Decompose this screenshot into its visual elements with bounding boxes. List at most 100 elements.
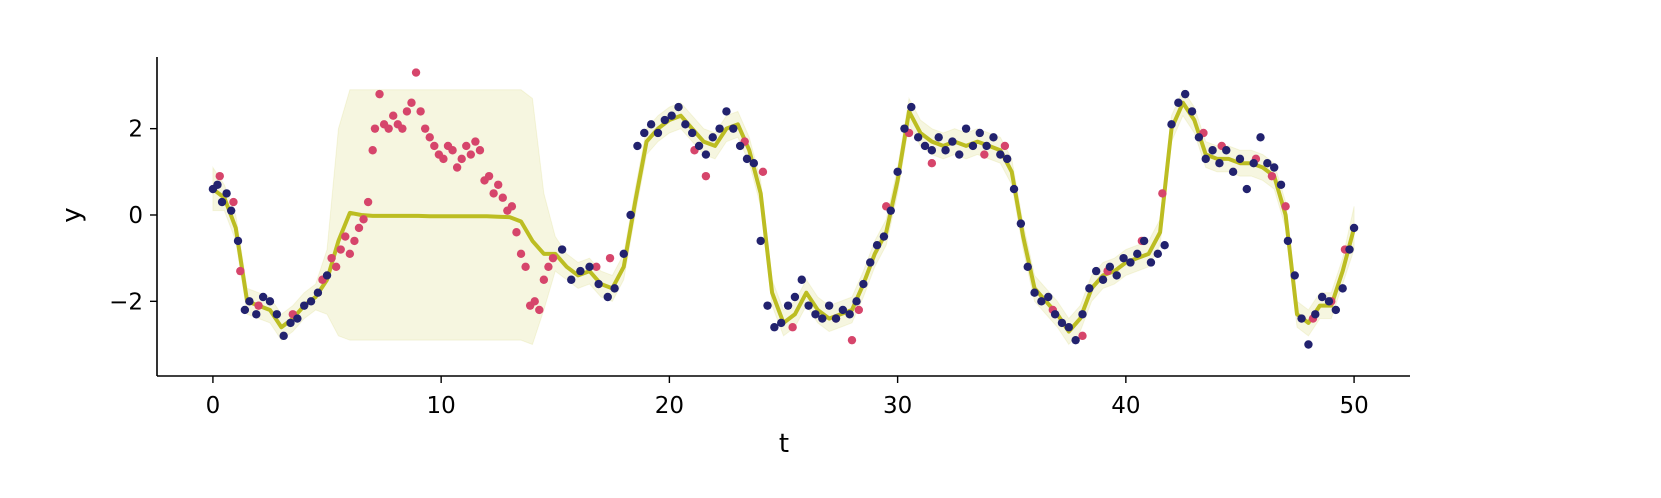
data-point	[1201, 154, 1210, 164]
data-point	[756, 236, 765, 246]
data-point	[354, 223, 364, 233]
data-point	[605, 253, 615, 263]
data-point	[494, 180, 503, 189]
data-point	[286, 318, 295, 328]
data-point	[913, 133, 923, 142]
data-point	[633, 141, 642, 151]
data-point	[462, 141, 471, 151]
data-point	[1050, 310, 1060, 319]
data-point	[1180, 89, 1190, 99]
data-point	[521, 262, 530, 271]
data-point	[1002, 154, 1012, 164]
data-point	[1071, 335, 1080, 345]
data-point	[420, 124, 430, 133]
data-point	[484, 171, 494, 181]
data-point	[448, 146, 457, 155]
data-point	[907, 102, 916, 112]
data-point	[1158, 189, 1167, 198]
data-point	[1078, 310, 1087, 319]
data-point	[245, 297, 254, 306]
data-point	[640, 128, 649, 138]
data-point	[688, 128, 697, 138]
data-point	[471, 137, 480, 146]
data-point	[516, 249, 526, 259]
data-point	[735, 141, 745, 151]
data-point	[452, 163, 462, 172]
data-point	[576, 266, 585, 276]
data-point	[1267, 171, 1277, 181]
data-point	[1228, 167, 1238, 177]
data-point	[804, 301, 813, 310]
data-point	[886, 206, 895, 215]
data-point	[989, 133, 998, 142]
data-point	[729, 124, 738, 133]
data-point	[1105, 262, 1115, 271]
data-point	[722, 107, 731, 116]
data-point	[1146, 258, 1156, 267]
data-point	[1187, 107, 1197, 116]
data-point	[300, 301, 309, 310]
data-point	[1091, 266, 1101, 276]
data-point	[213, 180, 222, 189]
data-point	[331, 262, 341, 271]
data-point	[927, 158, 937, 168]
data-point	[619, 249, 628, 259]
data-point	[831, 314, 841, 323]
data-point	[763, 301, 772, 310]
data-point	[920, 141, 930, 151]
data-point	[646, 120, 656, 129]
data-point	[681, 120, 690, 129]
data-point	[1324, 297, 1334, 306]
data-point	[715, 124, 724, 133]
data-point	[948, 137, 957, 146]
data-point	[610, 284, 619, 293]
data-point	[1281, 202, 1290, 211]
y-axis-label: y	[57, 207, 87, 222]
data-point	[1044, 292, 1053, 302]
data-point	[1215, 158, 1224, 168]
data-point	[847, 335, 857, 345]
data-point	[389, 111, 398, 120]
data-point	[229, 197, 238, 207]
data-point	[1112, 271, 1121, 280]
data-point	[416, 107, 425, 116]
data-point	[306, 297, 316, 306]
data-point	[411, 68, 421, 77]
data-point	[934, 133, 943, 142]
data-point	[544, 262, 553, 271]
data-point	[788, 323, 797, 332]
data-point	[1139, 236, 1149, 246]
data-point	[265, 297, 275, 306]
data-point	[1263, 158, 1272, 168]
data-point	[370, 124, 380, 133]
data-point	[272, 310, 282, 319]
x-tick-label: 0	[206, 393, 221, 419]
data-point	[1000, 141, 1010, 151]
data-point	[530, 297, 539, 306]
data-point	[818, 314, 827, 323]
x-tick-label: 10	[427, 393, 456, 419]
data-point	[941, 146, 950, 155]
data-point	[313, 288, 323, 297]
data-point	[900, 124, 909, 133]
data-point	[368, 146, 377, 155]
data-point	[567, 275, 576, 284]
data-point	[507, 202, 517, 211]
data-point	[592, 262, 601, 271]
data-point	[222, 189, 231, 198]
x-tick-label: 30	[883, 393, 912, 419]
data-point	[996, 150, 1005, 159]
data-point	[350, 236, 359, 246]
data-point	[439, 154, 448, 164]
data-point	[512, 228, 521, 237]
data-point	[489, 189, 498, 198]
data-point	[1085, 284, 1094, 293]
data-point	[375, 89, 384, 99]
data-point	[749, 158, 759, 168]
data-point	[626, 210, 635, 220]
data-point	[653, 128, 663, 138]
data-point	[1297, 314, 1306, 323]
data-point	[293, 314, 302, 323]
data-point	[1174, 98, 1183, 107]
data-point	[402, 107, 412, 116]
